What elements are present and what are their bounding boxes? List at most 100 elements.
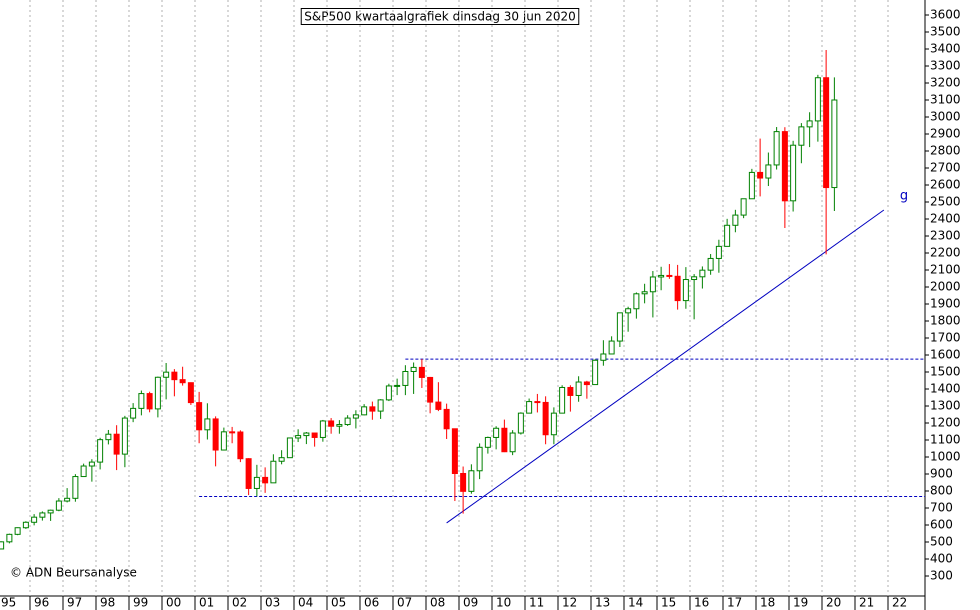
y-tick-label: 300 <box>930 569 953 583</box>
x-tick-label: 05 <box>331 596 346 610</box>
y-tick-label: 1400 <box>930 382 961 396</box>
candle-body <box>295 435 302 439</box>
candle-body <box>286 437 293 459</box>
candle-body <box>237 431 244 460</box>
copyright: © ADN Beursanalyse <box>10 566 137 580</box>
y-tick-label: 1600 <box>930 348 961 362</box>
candle-body <box>245 458 252 489</box>
y-tick-label: 600 <box>930 518 953 532</box>
candle-body <box>204 418 211 431</box>
candle-body <box>121 417 128 455</box>
candle-body <box>427 376 434 403</box>
candle-body <box>674 275 681 302</box>
candle-body <box>773 131 780 166</box>
y-tick-label: 1200 <box>930 416 961 430</box>
candle-body <box>658 274 665 278</box>
candle-body <box>534 401 541 404</box>
candle-body <box>559 386 566 414</box>
x-tick-label: 20 <box>826 596 841 610</box>
y-tick-label: 3100 <box>930 93 961 107</box>
candle-body <box>616 312 623 342</box>
candle-body <box>517 412 524 434</box>
candle-body <box>493 427 500 438</box>
candle-body <box>583 381 590 386</box>
candle-body <box>567 386 574 396</box>
chart-title: S&P500 kwartaalgrafiek dinsdag 30 jun 20… <box>304 10 576 24</box>
candle-body <box>303 432 310 437</box>
candle-body <box>39 512 46 518</box>
candle-body <box>682 279 689 302</box>
candle-body <box>377 399 384 412</box>
y-tick-label: 900 <box>930 467 953 481</box>
candle-body <box>526 401 533 414</box>
candle-body <box>781 131 788 202</box>
candle-body <box>691 276 698 281</box>
x-tick-label: 14 <box>628 596 643 610</box>
y-tick-label: 2600 <box>930 178 961 192</box>
candle-body <box>484 436 491 448</box>
candle-body <box>146 393 153 410</box>
y-tick-label: 2500 <box>930 195 961 209</box>
y-tick-label: 400 <box>930 552 953 566</box>
x-tick-label: 12 <box>562 596 577 610</box>
candle-body <box>649 276 656 293</box>
candle-body <box>344 417 351 426</box>
x-tick-label: 07 <box>397 596 412 610</box>
x-tick-label: 95 <box>1 596 16 610</box>
candle-body <box>641 291 648 295</box>
candle-body <box>171 371 178 381</box>
x-tick-label: 00 <box>166 596 181 610</box>
y-tick-label: 1300 <box>930 399 961 413</box>
candle-body <box>229 431 236 434</box>
candle-body <box>748 171 755 200</box>
candle-body <box>179 379 186 384</box>
candle-body <box>270 460 277 484</box>
candle-body <box>724 224 731 247</box>
x-tick-label: 98 <box>100 596 115 610</box>
x-tick-label: 21 <box>859 596 874 610</box>
candle-body <box>328 420 335 427</box>
candle-body <box>443 408 450 430</box>
candle-body <box>435 401 442 410</box>
candle-body <box>798 126 805 146</box>
candle-body <box>476 446 483 472</box>
candle-body <box>154 376 161 410</box>
candle-body <box>608 340 615 355</box>
y-tick-label: 500 <box>930 535 953 549</box>
y-tick-label: 2300 <box>930 229 961 243</box>
y-tick-label: 1500 <box>930 365 961 379</box>
candle-body <box>394 384 401 387</box>
y-tick-label: 800 <box>930 484 953 498</box>
x-tick-label: 13 <box>595 596 610 610</box>
x-tick-label: 17 <box>727 596 742 610</box>
candle-body <box>0 541 5 550</box>
y-tick-label: 3200 <box>930 76 961 90</box>
y-tick-label: 2100 <box>930 263 961 277</box>
x-tick-label: 03 <box>265 596 280 610</box>
candle-body <box>732 214 739 226</box>
candle-body <box>633 293 640 310</box>
candle-body <box>600 353 607 361</box>
x-tick-label: 02 <box>232 596 247 610</box>
candle-body <box>806 120 813 128</box>
x-tick-label: 10 <box>496 596 511 610</box>
x-tick-label: 97 <box>67 596 82 610</box>
candle-body <box>740 198 747 216</box>
candle-body <box>88 461 95 467</box>
candle-body <box>509 432 516 453</box>
candle-body <box>402 370 409 386</box>
y-tick-label: 3000 <box>930 110 961 124</box>
x-tick-label: 19 <box>793 596 808 610</box>
candle-body <box>72 476 79 499</box>
candle-body <box>361 406 368 416</box>
candle-body <box>14 527 21 535</box>
y-tick-label: 3500 <box>930 25 961 39</box>
candle-body <box>385 385 392 401</box>
candle-body <box>369 406 376 412</box>
candle-body <box>22 521 29 529</box>
candle-body <box>460 472 467 492</box>
x-tick-label: 06 <box>364 596 379 610</box>
x-tick-label: 04 <box>298 596 313 610</box>
candle-body <box>831 99 838 189</box>
